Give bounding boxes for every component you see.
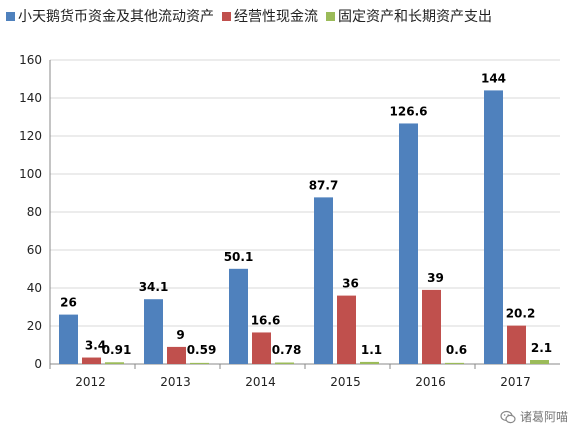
legend-swatch-capex — [326, 11, 335, 21]
y-tick-label-60: 60 — [27, 243, 42, 257]
data-label-s0-2013: 34.1 — [139, 280, 169, 294]
data-label-s0-2014: 50.1 — [224, 250, 254, 264]
bar-s1-2012 — [82, 357, 101, 364]
y-tick-label-100: 100 — [19, 167, 42, 181]
y-tick-label-0: 0 — [34, 357, 42, 371]
legend-swatch-operating — [222, 11, 231, 21]
bar-s1-2015 — [337, 295, 356, 364]
bar-s0-2014 — [229, 268, 248, 364]
legend-item-capex[interactable]: 固定资产和长期资产支出 — [326, 6, 492, 26]
bar-s2-2014 — [275, 362, 294, 364]
data-label-s2-2013: 0.59 — [187, 343, 217, 357]
legend-label-cash: 小天鹅货币资金及其他流动资产 — [18, 9, 214, 25]
bar-s1-2016 — [422, 289, 441, 364]
y-tick-label-120: 120 — [19, 129, 42, 143]
data-label-s0-2016: 126.6 — [390, 104, 428, 118]
bar-s2-2017 — [530, 360, 549, 364]
data-label-s0-2017: 144 — [481, 71, 506, 85]
bar-s1-2014 — [252, 332, 271, 364]
bar-s1-2013 — [167, 346, 186, 364]
data-label-s1-2012: 3.4 — [85, 339, 106, 353]
data-label-s2-2017: 2.1 — [531, 341, 552, 355]
wechat-icon — [500, 410, 516, 423]
y-tick-label-20: 20 — [27, 319, 42, 333]
watermark-text: 诸葛阿喵 — [519, 410, 568, 424]
y-tick-label-40: 40 — [27, 281, 42, 295]
data-label-s1-2013: 9 — [176, 328, 184, 342]
data-label-s2-2016: 0.6 — [446, 343, 467, 357]
x-tick-label-2014: 2014 — [245, 375, 276, 389]
bar-s0-2017 — [484, 90, 503, 365]
data-label-s1-2014: 16.6 — [251, 313, 281, 327]
bar-s2-2013 — [190, 362, 209, 364]
legend-label-capex: 固定资产和长期资产支出 — [338, 9, 492, 25]
y-tick-label-80: 80 — [27, 205, 42, 219]
bar-s0-2015 — [314, 197, 333, 364]
y-tick-label-160: 160 — [19, 53, 42, 67]
data-label-s0-2015: 87.7 — [309, 178, 339, 192]
data-label-s1-2017: 20.2 — [506, 307, 536, 321]
legend-label-operating: 经营性现金流 — [234, 9, 318, 25]
bar-s0-2013 — [144, 299, 163, 364]
bar-s2-2016 — [445, 362, 464, 364]
x-tick-label-2017: 2017 — [500, 375, 531, 389]
data-label-s1-2015: 36 — [342, 277, 359, 291]
bar-s1-2017 — [507, 325, 526, 364]
data-label-s2-2014: 0.78 — [272, 343, 302, 357]
x-tick-label-2013: 2013 — [160, 375, 191, 389]
legend: 小天鹅货币资金及其他流动资产 经营性现金流 固定资产和长期资产支出 — [6, 6, 500, 26]
bar-s0-2012 — [59, 314, 78, 364]
legend-item-operating[interactable]: 经营性现金流 — [222, 6, 318, 26]
y-tick-label-140: 140 — [19, 91, 42, 105]
legend-swatch-cash — [6, 11, 15, 21]
x-tick-label-2015: 2015 — [330, 375, 361, 389]
legend-item-cash[interactable]: 小天鹅货币资金及其他流动资产 — [6, 6, 214, 26]
data-label-s2-2015: 1.1 — [361, 343, 382, 357]
x-tick-label-2016: 2016 — [415, 375, 446, 389]
bar-s2-2015 — [360, 361, 379, 364]
bar-s2-2012 — [105, 362, 124, 364]
data-label-s2-2012: 0.91 — [102, 343, 132, 357]
bar-s0-2016 — [399, 123, 418, 365]
x-tick-label-2012: 2012 — [75, 375, 106, 389]
watermark: 诸葛阿喵 — [500, 408, 568, 425]
data-label-s1-2016: 39 — [427, 271, 444, 285]
data-label-s0-2012: 26 — [60, 296, 77, 310]
